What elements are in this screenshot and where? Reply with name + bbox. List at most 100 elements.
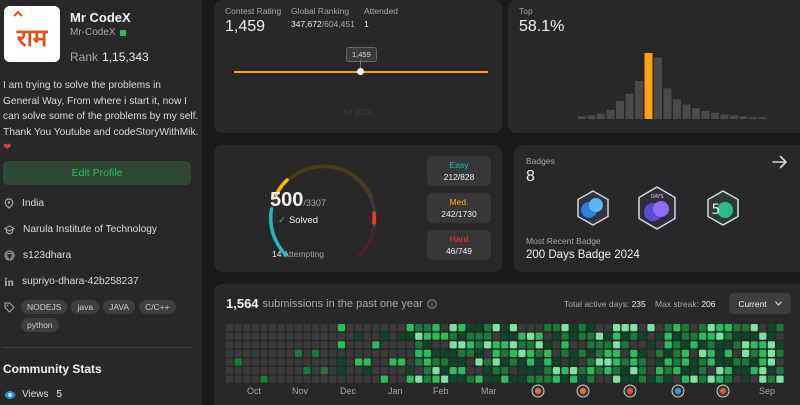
heatmap-cell[interactable]	[742, 332, 750, 340]
heatmap-cell[interactable]	[355, 358, 363, 366]
heatmap-cell[interactable]	[604, 367, 612, 375]
heatmap-cell[interactable]	[251, 324, 259, 332]
heatmap-cell[interactable]	[234, 341, 242, 349]
distribution-bar[interactable]	[749, 117, 757, 119]
heatmap-cell[interactable]	[441, 349, 449, 357]
heatmap-cell[interactable]	[234, 367, 242, 375]
heatmap-cell[interactable]	[673, 324, 681, 332]
heatmap-cell[interactable]	[251, 375, 259, 383]
heatmap-cell[interactable]	[380, 332, 388, 340]
heatmap-cell[interactable]	[578, 367, 586, 375]
heatmap-cell[interactable]	[647, 358, 655, 366]
heatmap-cell[interactable]	[415, 349, 423, 357]
heatmap-cell[interactable]	[355, 367, 363, 375]
heatmap-cell[interactable]	[742, 349, 750, 357]
range-dropdown[interactable]: Current	[729, 293, 791, 314]
heatmap-cell[interactable]	[527, 324, 535, 332]
heatmap-cell[interactable]	[243, 375, 251, 383]
heatmap-cell[interactable]	[363, 349, 371, 357]
heatmap-cell[interactable]	[398, 324, 406, 332]
heatmap-cell[interactable]	[535, 367, 543, 375]
heatmap-cell[interactable]	[656, 349, 664, 357]
heatmap-cell[interactable]	[466, 324, 474, 332]
heatmap-cell[interactable]	[277, 324, 285, 332]
heatmap-cell[interactable]	[647, 349, 655, 357]
heatmap-cell[interactable]	[681, 332, 689, 340]
monthly-badge-icon[interactable]	[671, 384, 685, 398]
heatmap-cell[interactable]	[458, 367, 466, 375]
heatmap-cell[interactable]	[673, 341, 681, 349]
heatmap-cell[interactable]	[613, 375, 621, 383]
heatmap-cell[interactable]	[587, 332, 595, 340]
heatmap-cell[interactable]	[260, 349, 268, 357]
heatmap-cell[interactable]	[269, 341, 277, 349]
heatmap-cell[interactable]	[578, 349, 586, 357]
heatmap-cell[interactable]	[312, 324, 320, 332]
heatmap-cell[interactable]	[776, 332, 784, 340]
heatmap-cell[interactable]	[303, 324, 311, 332]
heatmap-cell[interactable]	[406, 324, 414, 332]
heatmap-cell[interactable]	[346, 358, 354, 366]
heatmap-cell[interactable]	[484, 358, 492, 366]
heatmap-cell[interactable]	[561, 341, 569, 349]
heatmap-cell[interactable]	[303, 375, 311, 383]
heatmap-cell[interactable]	[621, 341, 629, 349]
heatmap-cell[interactable]	[269, 367, 277, 375]
heatmap-cell[interactable]	[484, 367, 492, 375]
heatmap-cell[interactable]	[492, 341, 500, 349]
heatmap-cell[interactable]	[595, 332, 603, 340]
heatmap-cell[interactable]	[656, 358, 664, 366]
heatmap-cell[interactable]	[621, 358, 629, 366]
heatmap-cell[interactable]	[243, 367, 251, 375]
heatmap-cell[interactable]	[544, 375, 552, 383]
heatmap-cell[interactable]	[286, 349, 294, 357]
heatmap-cell[interactable]	[716, 324, 724, 332]
annual-badge-icon[interactable]	[574, 189, 612, 227]
heatmap-cell[interactable]	[699, 332, 707, 340]
heatmap-cell[interactable]	[389, 358, 397, 366]
heatmap-cell[interactable]	[277, 375, 285, 383]
heatmap-cell[interactable]	[294, 375, 302, 383]
heatmap-cell[interactable]	[716, 332, 724, 340]
heatmap-cell[interactable]	[681, 341, 689, 349]
heatmap-cell[interactable]	[346, 367, 354, 375]
heatmap-cell[interactable]	[595, 349, 603, 357]
heatmap-cell[interactable]	[656, 324, 664, 332]
heatmap-cell[interactable]	[690, 375, 698, 383]
heatmap-cell[interactable]	[509, 341, 517, 349]
heatmap-cell[interactable]	[552, 367, 560, 375]
heatmap-cell[interactable]	[346, 349, 354, 357]
heatmap-cell[interactable]	[552, 358, 560, 366]
heatmap-cell[interactable]	[724, 358, 732, 366]
heatmap-cell[interactable]	[492, 358, 500, 366]
heatmap-cell[interactable]	[613, 349, 621, 357]
heatmap-cell[interactable]	[372, 341, 380, 349]
heatmap-cell[interactable]	[742, 358, 750, 366]
heatmap-cell[interactable]	[423, 332, 431, 340]
heatmap-cell[interactable]	[690, 324, 698, 332]
heatmap-cell[interactable]	[699, 375, 707, 383]
heatmap-cell[interactable]	[432, 341, 440, 349]
heatmap-cell[interactable]	[681, 375, 689, 383]
heatmap-cell[interactable]	[638, 367, 646, 375]
heatmap-cell[interactable]	[570, 367, 578, 375]
heatmap-cell[interactable]	[707, 367, 715, 375]
heatmap-cell[interactable]	[587, 324, 595, 332]
heatmap-cell[interactable]	[509, 375, 517, 383]
heatmap-cell[interactable]	[415, 358, 423, 366]
heatmap-cell[interactable]	[501, 324, 509, 332]
heatmap-cell[interactable]	[458, 332, 466, 340]
heatmap-cell[interactable]	[527, 367, 535, 375]
heatmap-cell[interactable]	[656, 367, 664, 375]
heatmap-cell[interactable]	[441, 358, 449, 366]
heatmap-cell[interactable]	[320, 324, 328, 332]
heatmap-cell[interactable]	[621, 324, 629, 332]
heatmap-cell[interactable]	[724, 367, 732, 375]
heatmap-cell[interactable]	[501, 349, 509, 357]
distribution-bar[interactable]	[673, 99, 681, 119]
heatmap-cell[interactable]	[759, 349, 767, 357]
heatmap-cell[interactable]	[535, 349, 543, 357]
heatmap-cell[interactable]	[449, 367, 457, 375]
heatmap-cell[interactable]	[767, 367, 775, 375]
heatmap-cell[interactable]	[389, 375, 397, 383]
